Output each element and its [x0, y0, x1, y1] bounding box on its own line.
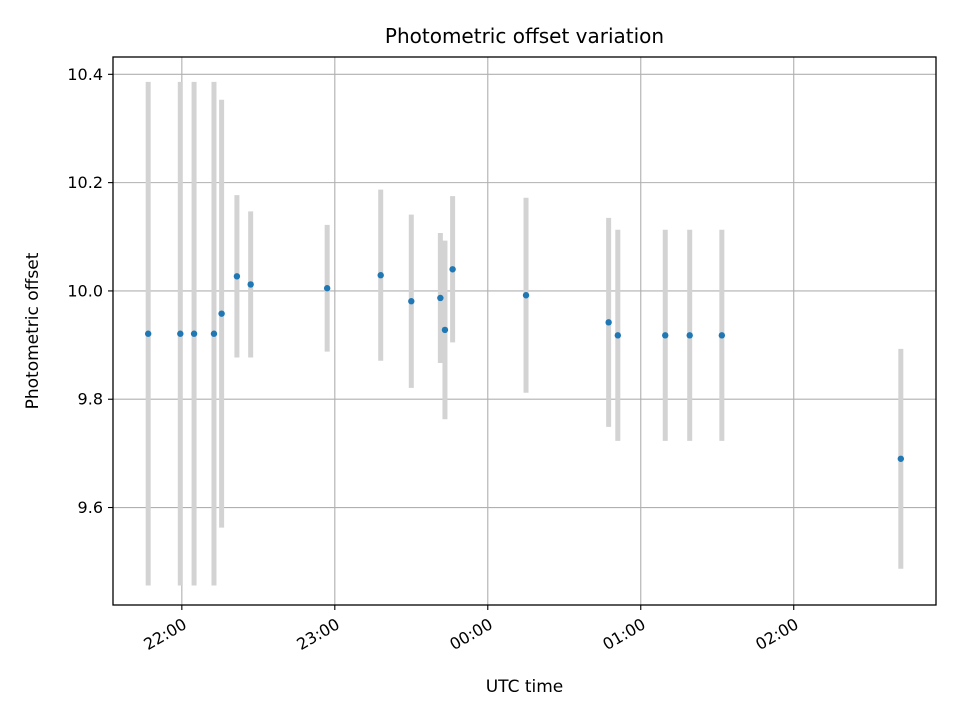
- data-point: [210, 330, 218, 337]
- data-point: [177, 330, 184, 337]
- y-tick-label: 10.4: [67, 65, 103, 84]
- data-point: [144, 330, 152, 337]
- y-axis: 9.6 9.8 10.0 10.2 10.4: [67, 65, 113, 517]
- y-axis-label: Photometric offset: [23, 252, 43, 409]
- x-axis-label: UTC time: [486, 677, 564, 697]
- data-point: [323, 285, 331, 292]
- data-point: [718, 332, 726, 339]
- data-point: [218, 310, 225, 317]
- data-point: [441, 326, 449, 334]
- grid: [113, 57, 936, 605]
- plot-frame: [112, 56, 937, 606]
- data-point: [662, 332, 669, 339]
- data-point: [614, 332, 622, 339]
- data-point: [233, 273, 241, 280]
- data-points: [144, 266, 905, 462]
- y-tick-label: 9.8: [78, 390, 103, 409]
- data-point: [605, 319, 612, 326]
- data-point: [190, 330, 198, 337]
- data-point: [437, 294, 444, 302]
- data-point: [686, 332, 693, 339]
- data-point: [408, 298, 415, 305]
- data-point: [449, 266, 456, 273]
- y-tick-label: 9.6: [78, 498, 103, 517]
- data-point: [522, 292, 530, 299]
- y-tick-label: 10.0: [67, 281, 103, 300]
- data-point: [247, 281, 254, 288]
- chart-title: Photometric offset variation: [385, 24, 664, 48]
- data-point: [377, 272, 384, 279]
- y-tick-label: 10.2: [67, 173, 103, 192]
- data-point: [897, 455, 905, 462]
